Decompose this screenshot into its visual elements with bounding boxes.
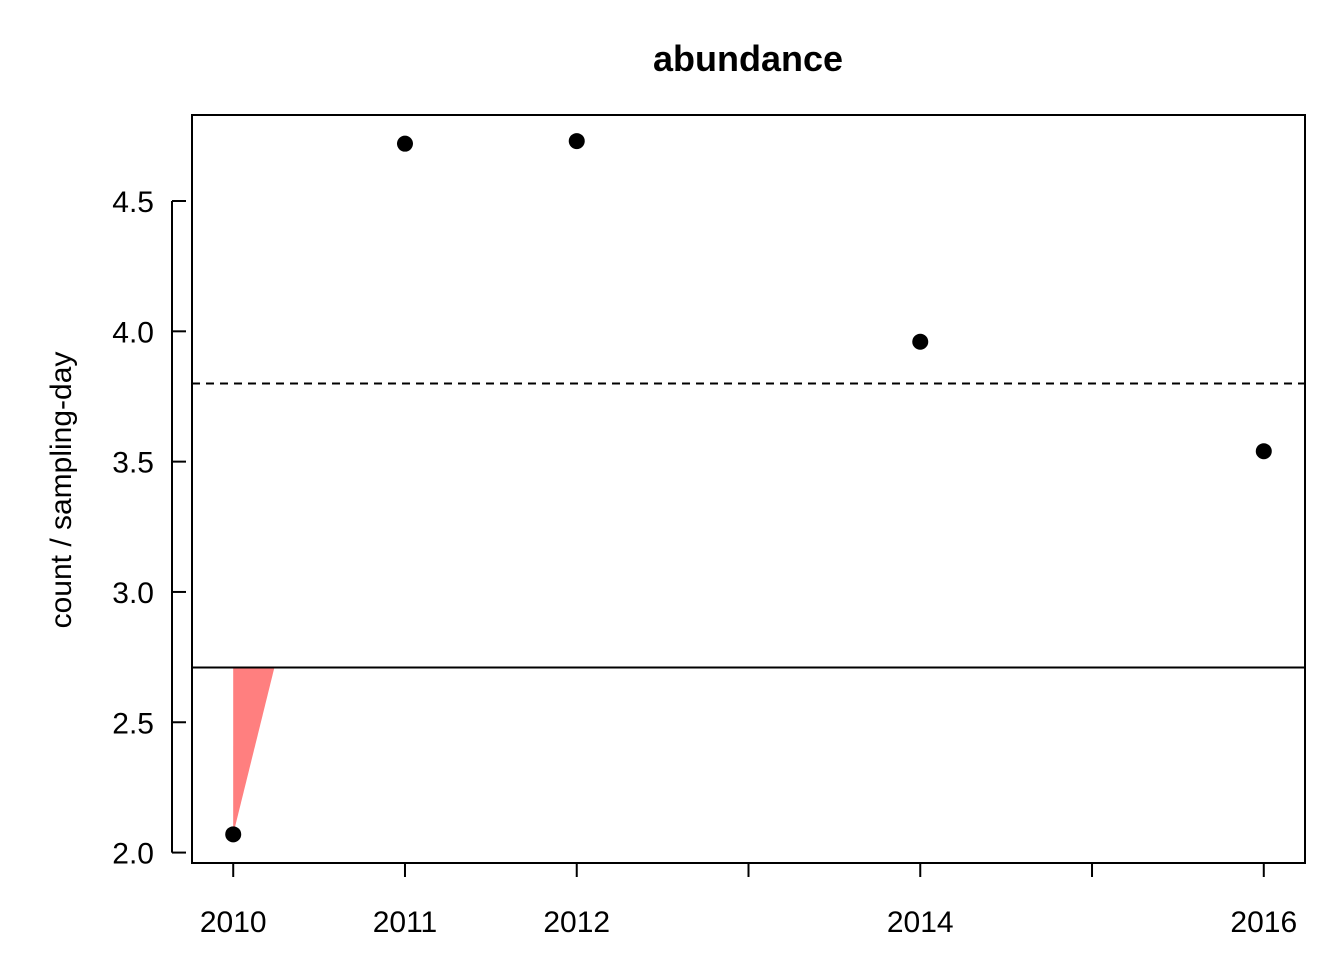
- y-axis: 2.0 2.5 3.0 3.5 4.0 4.5: [112, 186, 186, 871]
- data-point: [912, 333, 929, 350]
- x-tick-label: 2012: [543, 906, 610, 939]
- reference-lines-layer: [192, 382, 1305, 669]
- data-point: [225, 826, 242, 843]
- chart-title: abundance: [653, 38, 843, 79]
- x-tick-label: 2014: [887, 906, 954, 939]
- data-point: [1255, 443, 1272, 460]
- plot-frame: [191, 114, 1306, 864]
- y-tick-label: 3.5: [112, 447, 154, 480]
- shaded-region: [233, 667, 275, 835]
- y-tick-label: 2.0: [112, 838, 154, 871]
- y-tick-label: 4.0: [112, 316, 154, 349]
- y-tick-label: 4.5: [112, 186, 154, 219]
- data-point: [396, 135, 413, 152]
- data-point: [568, 133, 585, 150]
- y-tick-label: 2.5: [112, 707, 154, 740]
- shaded-region-layer: [233, 667, 275, 835]
- x-tick-label: 2011: [373, 906, 438, 939]
- y-tick-label: 3.0: [112, 577, 154, 610]
- x-tick-label: 2016: [1230, 906, 1297, 939]
- y-axis-title: count / sampling-day: [45, 352, 78, 629]
- data-points-layer: [225, 133, 1272, 843]
- x-tick-label: 2010: [200, 906, 267, 939]
- x-axis: 2010 2011 2012 2014 2016: [200, 862, 1297, 939]
